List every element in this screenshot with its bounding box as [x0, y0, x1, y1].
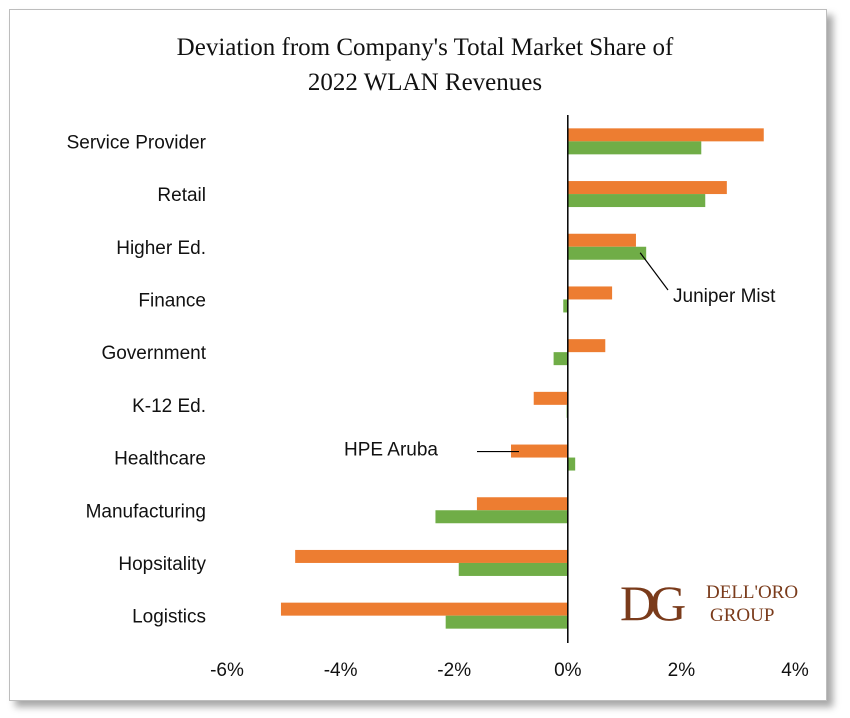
bar-hpe-aruba-healthcare — [511, 444, 568, 458]
category-label-higher-ed: Higher Ed. — [116, 238, 206, 259]
annotation-leader-juniper-mist — [639, 252, 669, 291]
category-label-service-provider: Service Provider — [67, 132, 207, 153]
bar-juniper-mist-logistics — [445, 615, 568, 629]
bar-juniper-mist-retail — [567, 194, 706, 208]
bar-hpe-aruba-finance — [567, 286, 613, 300]
bar-juniper-mist-manufacturing — [435, 510, 568, 524]
bar-hpe-aruba-hopsitality — [295, 549, 568, 563]
bar-hpe-aruba-higher-ed — [567, 233, 636, 247]
bar-hpe-aruba-retail — [567, 181, 727, 195]
dell-oro-logo-mark: DG — [620, 575, 685, 631]
dell-oro-logo-line-1: DELL'ORO — [706, 582, 798, 603]
bar-juniper-mist-healthcare — [567, 457, 576, 471]
chart-title: Deviation from Company's Total Market Sh… — [0, 30, 850, 100]
bar-juniper-mist-government — [553, 352, 568, 366]
category-label-retail: Retail — [157, 185, 206, 206]
x-tick-label-0: -6% — [210, 660, 244, 681]
annotation-juniper-mist: Juniper Mist — [673, 286, 776, 307]
category-label-manufacturing: Manufacturing — [86, 501, 206, 522]
annotation-hpe-aruba: HPE Aruba — [344, 440, 438, 461]
category-label-k-12-ed: K-12 Ed. — [132, 396, 206, 417]
x-tick-label-4: 2% — [668, 660, 696, 681]
bar-juniper-mist-finance — [563, 299, 568, 313]
bar-hpe-aruba-logistics — [280, 602, 568, 616]
bar-hpe-aruba-manufacturing — [476, 497, 568, 511]
bar-juniper-mist-hopsitality — [458, 562, 568, 576]
bar-juniper-mist-service-provider — [567, 141, 702, 155]
chart-title-line-1: Deviation from Company's Total Market Sh… — [176, 34, 674, 61]
x-tick-label-5: 4% — [781, 660, 809, 681]
dell-oro-logo-line-2: GROUP — [710, 605, 774, 626]
category-label-finance: Finance — [138, 290, 206, 311]
x-tick-label-2: -2% — [437, 660, 471, 681]
x-tick-label-1: -4% — [324, 660, 358, 681]
bar-juniper-mist-higher-ed — [567, 246, 647, 260]
bar-hpe-aruba-service-provider — [567, 128, 764, 142]
category-label-healthcare: Healthcare — [114, 449, 206, 470]
category-label-government: Government — [101, 343, 206, 364]
chart-title-line-2: 2022 WLAN Revenues — [307, 69, 543, 96]
bar-hpe-aruba-k-12-ed — [533, 391, 568, 405]
x-tick-label-3: 0% — [554, 660, 582, 681]
category-label-logistics: Logistics — [132, 607, 206, 628]
category-label-hopsitality: Hopsitality — [118, 554, 206, 575]
chart-frame — [9, 9, 827, 701]
bar-hpe-aruba-government — [567, 339, 606, 353]
